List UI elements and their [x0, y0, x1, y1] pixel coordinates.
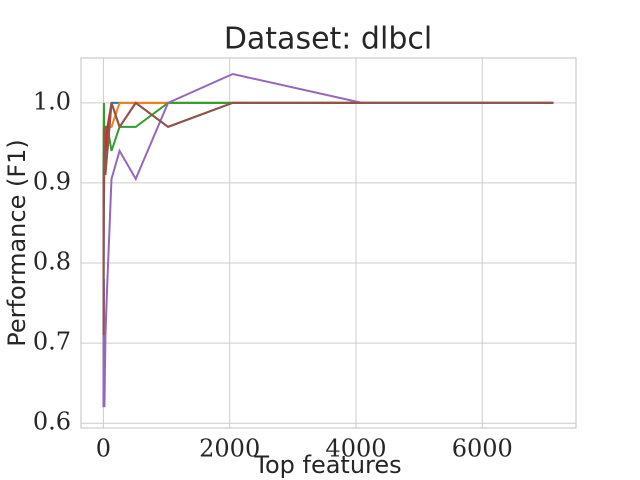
- chart-title: Dataset: dlbcl: [224, 22, 432, 57]
- x-tick-label: 6000: [452, 435, 513, 463]
- y-tick-label: 0.7: [33, 328, 71, 356]
- line: [102, 101, 554, 336]
- y-tick-label: 1.0: [33, 87, 71, 115]
- y-tick-label: 0.8: [33, 248, 71, 276]
- y-tick-label: 0.9: [33, 167, 71, 195]
- x-axis-label: Top features: [253, 451, 401, 479]
- line: [102, 72, 554, 408]
- line: [102, 101, 554, 207]
- y-tick-label: 0.6: [33, 408, 71, 436]
- plot-frame: [80, 57, 577, 429]
- x-tick-label: 2000: [199, 435, 260, 463]
- x-tick-label: 4000: [325, 435, 386, 463]
- x-tick-label: 0: [96, 435, 111, 463]
- y-axis-label: Performance (F1): [3, 139, 31, 347]
